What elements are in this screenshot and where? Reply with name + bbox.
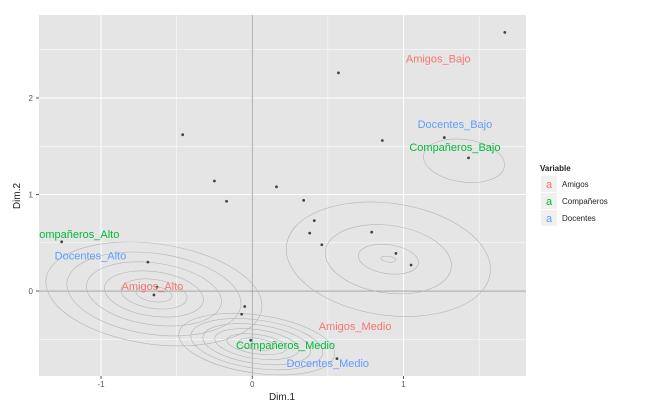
legend-key-glyph: a <box>546 196 553 208</box>
legend-key-box <box>541 176 557 192</box>
y-tick-label: 1 <box>29 191 34 200</box>
density-contour <box>423 138 505 183</box>
density-contour <box>214 328 300 360</box>
legend-label: Compañeros <box>562 197 608 206</box>
data-point <box>60 240 64 244</box>
density-contour <box>104 270 204 318</box>
data-point <box>146 260 150 264</box>
point-label: Compañeros_Bajo <box>409 142 500 154</box>
data-point <box>302 198 306 202</box>
data-point <box>394 252 398 255</box>
density-contour <box>86 261 222 327</box>
point-label: Amigos_Alto <box>122 281 184 293</box>
point-label: Docentes_Medio <box>286 358 369 370</box>
gridlines <box>25 15 526 376</box>
point-label: Docentes_Alto <box>55 250 127 262</box>
density-contour <box>358 243 419 275</box>
data-point <box>312 219 316 222</box>
density-contour <box>190 318 324 371</box>
data-point <box>442 136 446 139</box>
legend-key-glyph: a <box>546 179 553 191</box>
point-label: Amigos_Bajo <box>406 53 471 65</box>
y-tick-label: 2 <box>29 94 34 103</box>
density-contour <box>238 337 276 351</box>
legend-key-glyph: a <box>546 213 553 225</box>
plot-panel <box>39 15 526 376</box>
x-axis-ticks: -1 0 1 <box>97 376 406 389</box>
x-tick-label: 1 <box>401 380 406 389</box>
legend-title: Variable <box>540 164 571 173</box>
density-contour <box>45 241 263 347</box>
point-label: Compañeros_Medio <box>236 340 335 352</box>
legend-key-box <box>541 193 557 209</box>
data-point <box>467 156 470 160</box>
y-tick-label: 0 <box>29 287 34 296</box>
legend-label: Docentes <box>562 214 596 223</box>
data-point <box>275 185 278 189</box>
data-point <box>337 71 340 75</box>
density-contour <box>120 278 188 310</box>
data-point <box>181 133 185 137</box>
data-point <box>320 243 324 247</box>
x-tick-label: 0 <box>250 380 255 389</box>
density-contour <box>324 224 452 295</box>
data-point <box>308 231 312 235</box>
density-contour <box>202 323 312 366</box>
data-point <box>155 285 159 289</box>
density-contour <box>178 313 336 376</box>
x-tick-label: -1 <box>97 380 105 389</box>
data-point <box>409 263 413 267</box>
density-contour <box>380 255 397 263</box>
point-labels: Amigos_Bajo Docentes_Bajo Compañeros_Bajo C… <box>31 53 500 370</box>
density-contours <box>45 138 505 376</box>
y-axis-title: Dim.2 <box>12 183 23 210</box>
data-point <box>213 179 216 183</box>
points <box>60 30 507 361</box>
density-contour <box>135 285 173 303</box>
density-contour <box>66 251 242 337</box>
x-axis-title: Dim.1 <box>269 392 296 403</box>
point-label: Compañeros_Alto <box>31 229 119 241</box>
data-point <box>335 357 339 361</box>
data-point <box>503 30 507 34</box>
point-label: Amigos_Medio <box>319 321 392 333</box>
data-point <box>240 312 244 316</box>
density-contour <box>285 201 491 317</box>
data-point <box>380 139 384 142</box>
data-point <box>152 293 156 297</box>
point-label: Docentes_Bajo <box>418 119 493 131</box>
legend-key-box <box>541 210 557 226</box>
density-contour <box>226 333 288 355</box>
data-point <box>249 338 253 342</box>
legend-label: Amigos <box>562 180 589 189</box>
data-point <box>243 305 247 308</box>
y-axis-ticks: 0 1 2 <box>29 94 39 296</box>
data-point <box>225 199 228 203</box>
data-point <box>370 230 374 234</box>
